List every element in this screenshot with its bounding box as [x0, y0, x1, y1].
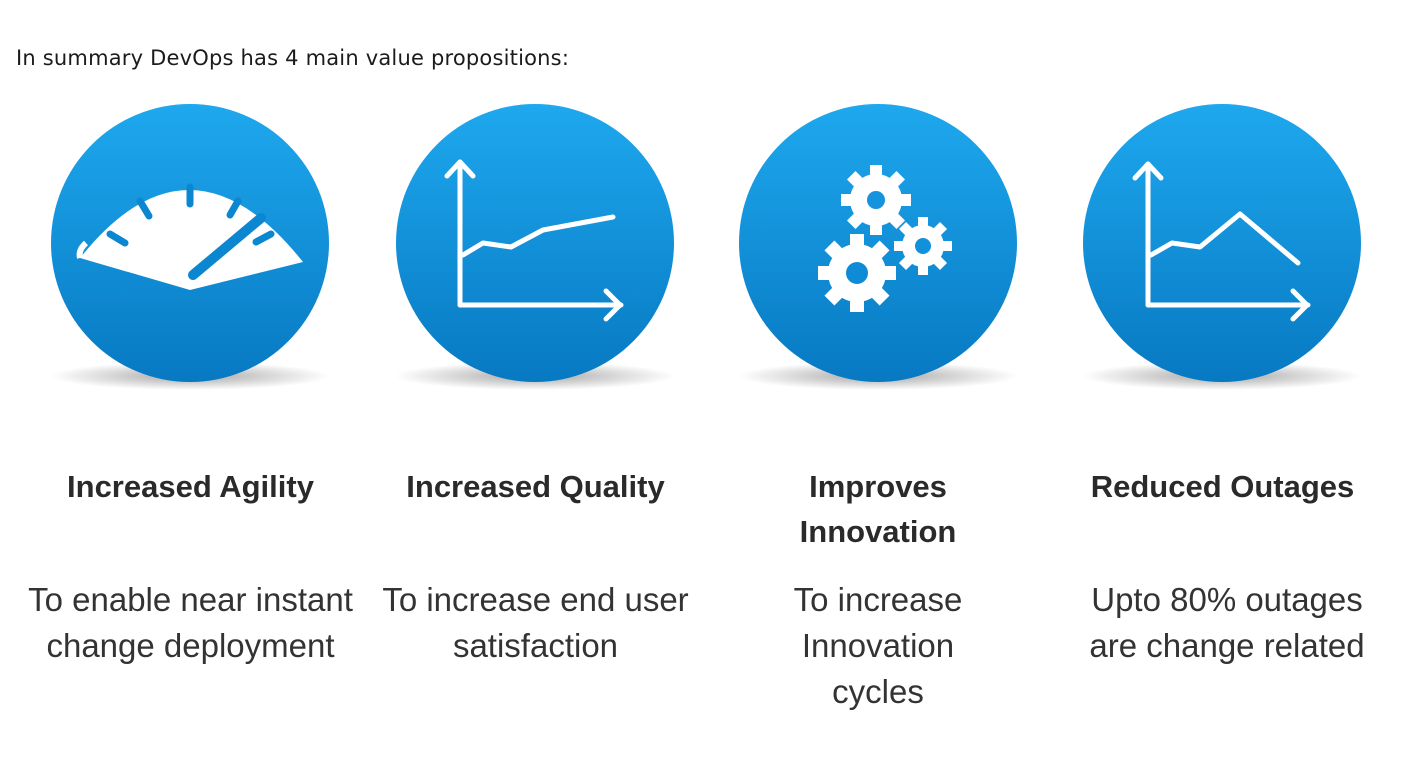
proposition-card-agility: Increased Agility To enable near instant…	[18, 100, 363, 664]
proposition-description: To increase Innovation cycles	[793, 581, 963, 710]
proposition-card-outages: Reduced Outages Upto 80% outages are cha…	[1050, 100, 1395, 664]
proposition-title: Reduced Outages	[1090, 469, 1355, 504]
proposition-description: To increase end user satisfaction	[382, 581, 689, 664]
proposition-card-innovation: Improves Innovation To increase Innovati…	[706, 100, 1051, 710]
proposition-title: Increased Quality	[406, 469, 665, 504]
proposition-description: Upto 80% outages are change related	[1089, 581, 1365, 664]
peak-line-chart-icon	[1082, 104, 1362, 390]
proposition-description: To enable near instant change deployment	[28, 581, 353, 664]
gears-icon	[738, 104, 1018, 390]
speedometer-icon	[50, 104, 330, 390]
proposition-card-quality: Increased Quality To increase end user s…	[363, 100, 708, 664]
intro-text: In summary DevOps has 4 main value propo…	[16, 46, 570, 70]
rising-line-chart-icon	[395, 104, 675, 390]
proposition-title: Improves Innovation	[799, 469, 957, 549]
proposition-title: Increased Agility	[67, 469, 314, 504]
